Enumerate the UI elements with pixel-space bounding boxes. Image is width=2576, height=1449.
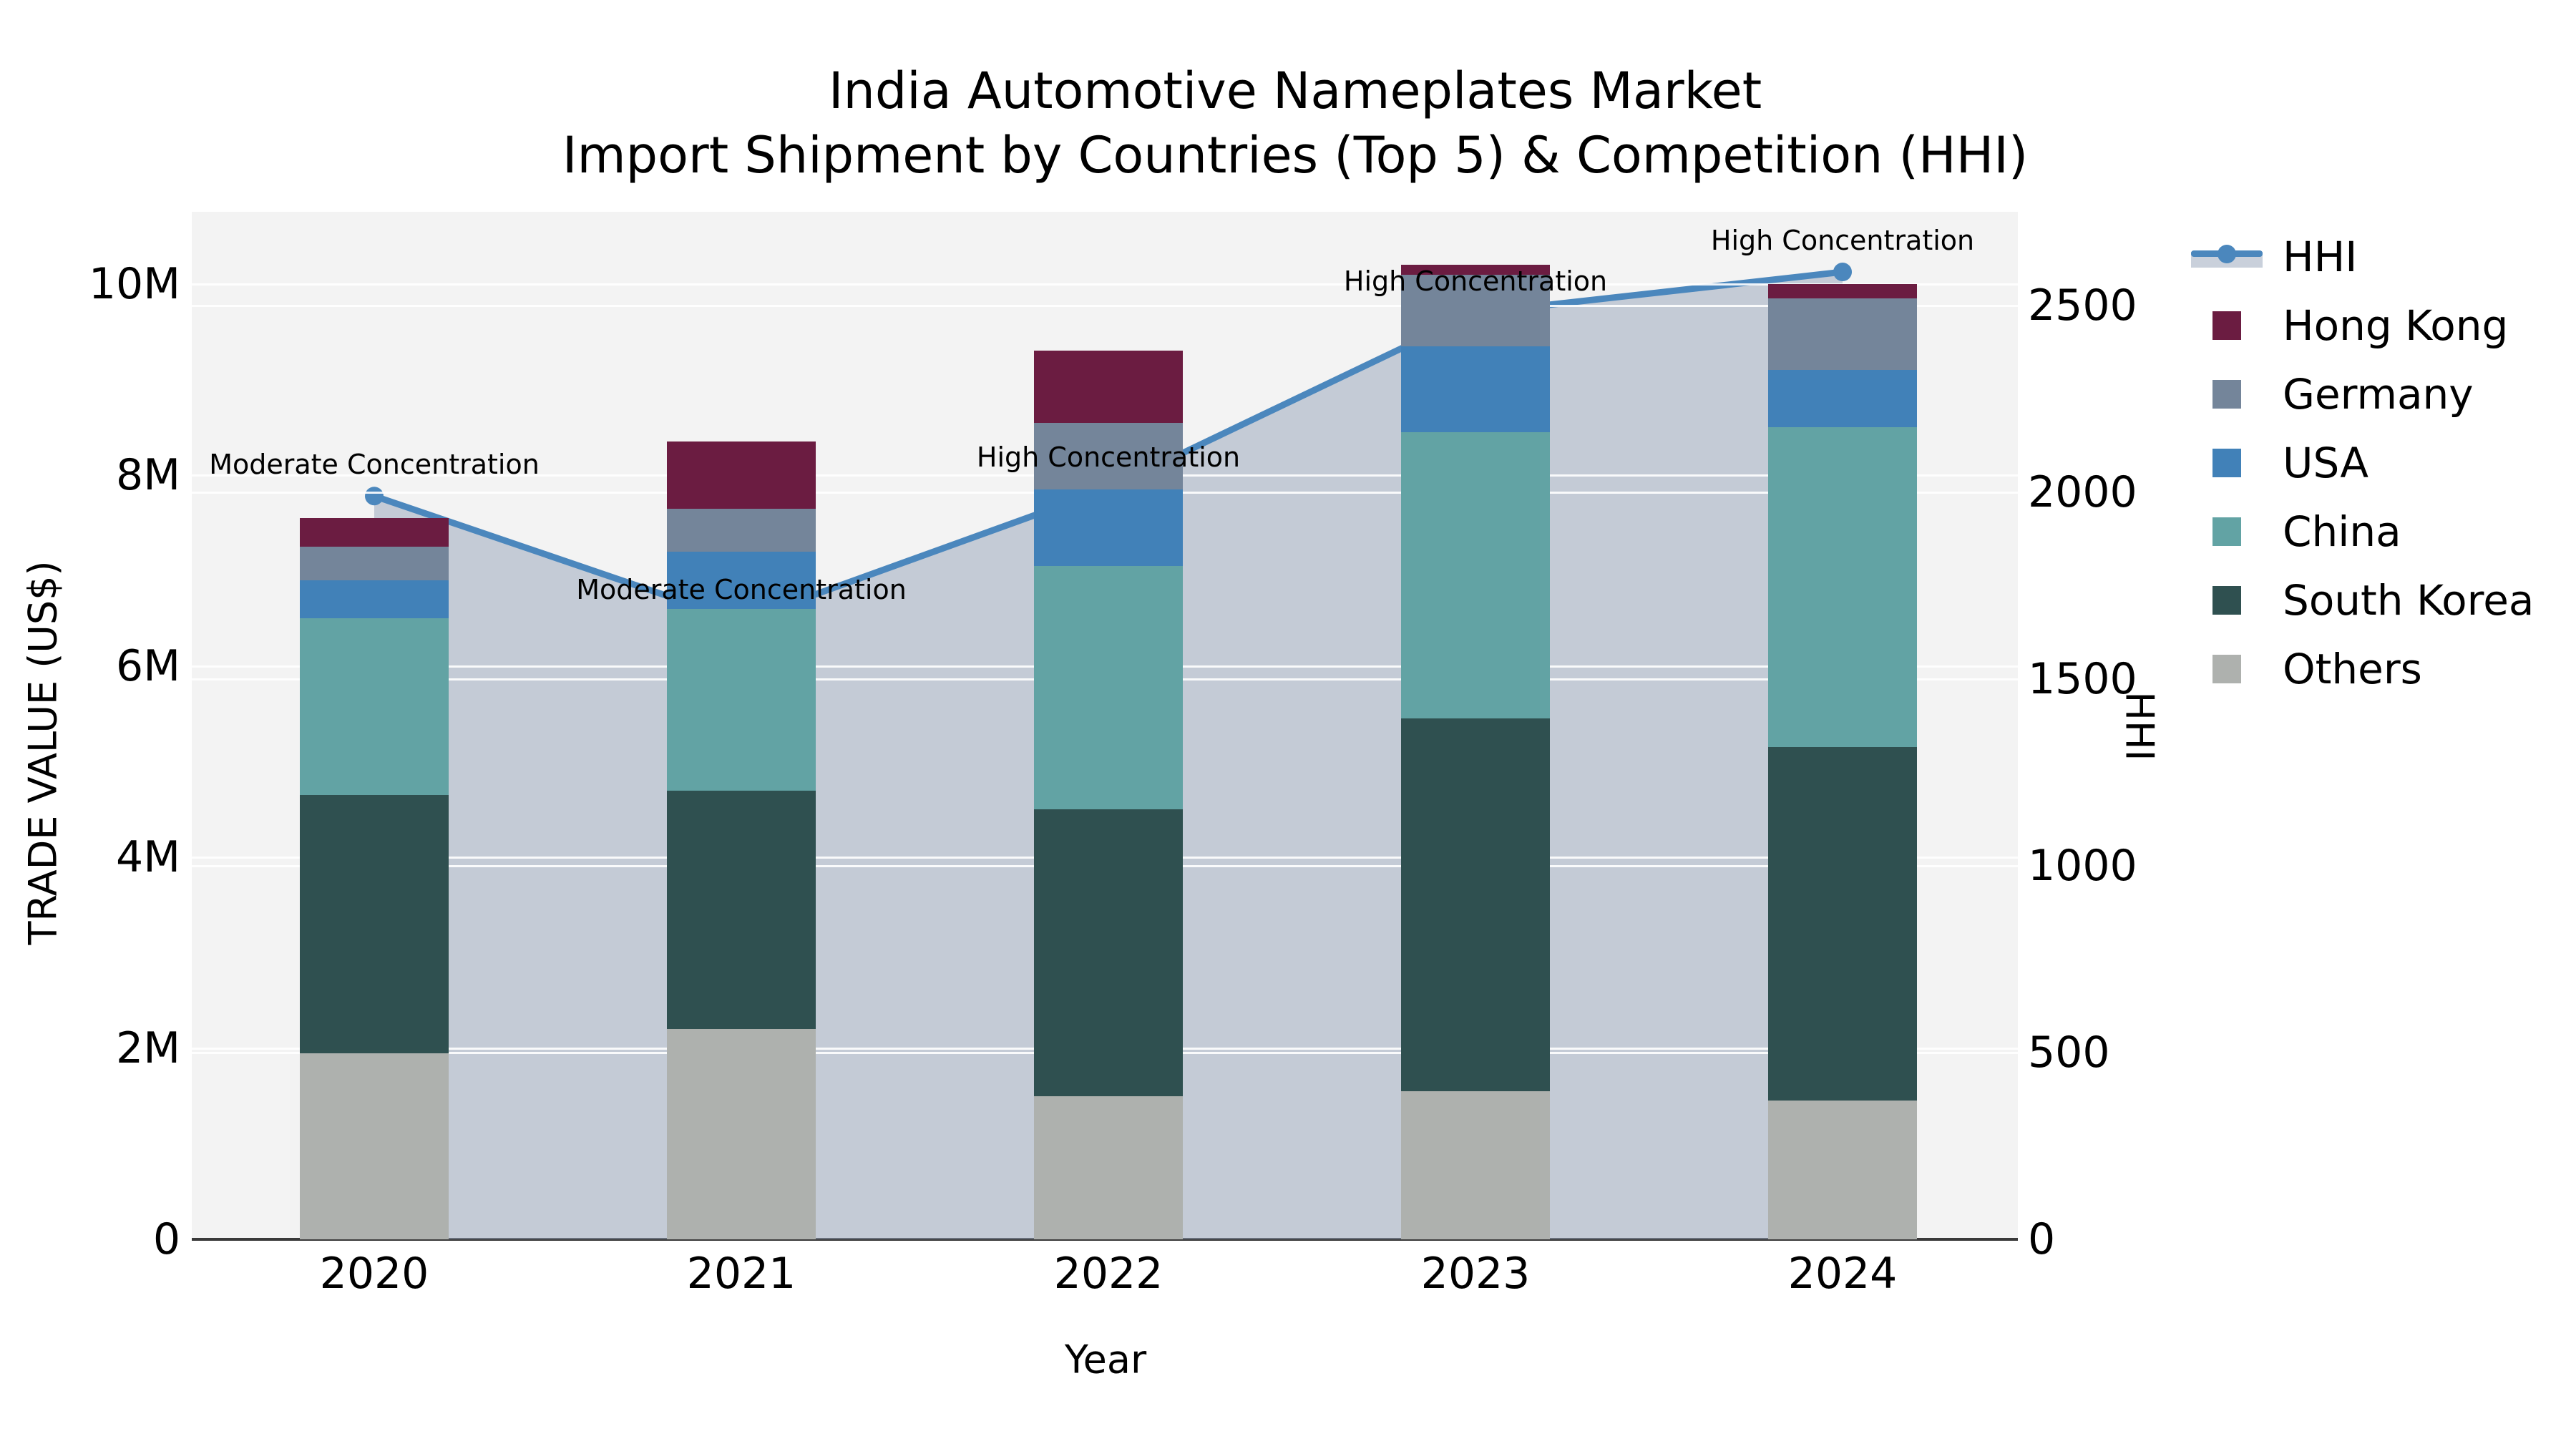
y-left-tick-8M: 8M — [116, 450, 180, 500]
bar-segment-others-2020 — [300, 1053, 449, 1239]
x-tick-2023: 2023 — [1420, 1249, 1531, 1299]
legend-label-hong-kong: Hong Kong — [2283, 301, 2509, 350]
y-left-tick-2M: 2M — [116, 1023, 180, 1073]
bar-segment-china-2022 — [1034, 565, 1183, 810]
bar-segment-hong-kong-2020 — [300, 518, 449, 547]
bar-segment-south-korea-2020 — [300, 795, 449, 1053]
y-right-tick-0: 0 — [2028, 1214, 2056, 1264]
bar-segment-usa-2022 — [1034, 489, 1183, 566]
legend-swatch-germany — [2191, 380, 2263, 409]
bar-segment-germany-2020 — [300, 547, 449, 580]
y-left-tick-4M: 4M — [116, 832, 180, 882]
legend-label-others: Others — [2283, 645, 2422, 693]
legend: HHI Hong Kong Germany USA China South Korea Ot… — [2191, 223, 2534, 703]
legend-swatch-south-korea — [2191, 586, 2263, 615]
x-axis-label: Year — [1064, 1337, 1147, 1382]
y-left-axis-label: TRADE VALUE (US$) — [20, 560, 66, 945]
y-right-tick-2000: 2000 — [2028, 467, 2137, 517]
legend-swatch-others — [2191, 655, 2263, 683]
y-right-tick-500: 500 — [2028, 1028, 2110, 1078]
y-left-tick-10M: 10M — [88, 259, 180, 309]
legend-swatch-hong-kong — [2191, 311, 2263, 340]
legend-item-south-korea: South Korea — [2191, 566, 2534, 635]
bar-segment-china-2021 — [667, 608, 816, 791]
legend-swatch-usa — [2191, 449, 2263, 477]
x-tick-2020: 2020 — [319, 1249, 429, 1299]
y-right-tick-1500: 1500 — [2028, 654, 2137, 704]
legend-label-china: China — [2283, 507, 2401, 556]
bar-segment-china-2024 — [1768, 427, 1917, 748]
x-tick-2022: 2022 — [1053, 1249, 1163, 1299]
bar-segment-hong-kong-2022 — [1034, 351, 1183, 423]
x-axis-line — [192, 1238, 2018, 1241]
annotation-2020: Moderate Concentration — [209, 449, 540, 481]
bar-segment-hong-kong-2024 — [1768, 284, 1917, 299]
bar-segment-hong-kong-2021 — [667, 441, 816, 509]
chart-title-line2: Import Shipment by Countries (Top 5) & C… — [562, 126, 2029, 185]
bar-segment-others-2022 — [1034, 1096, 1183, 1239]
gridline-right-2500 — [192, 305, 2018, 307]
annotation-2022: High Concentration — [976, 441, 1241, 473]
y-right-tick-2500: 2500 — [2028, 280, 2137, 331]
legend-label-hhi: HHI — [2283, 233, 2358, 281]
legend-label-germany: Germany — [2283, 370, 2474, 419]
bar-segment-germany-2021 — [667, 508, 816, 552]
bar-segment-usa-2024 — [1768, 370, 1917, 428]
bar-segment-usa-2020 — [300, 580, 449, 619]
bar-segment-south-korea-2021 — [667, 790, 816, 1030]
y-right-axis-label: HHI — [2117, 691, 2162, 761]
legend-item-germany: Germany — [2191, 360, 2534, 429]
bar-segment-south-korea-2024 — [1768, 747, 1917, 1101]
legend-item-others: Others — [2191, 635, 2534, 703]
x-tick-2024: 2024 — [1787, 1249, 1898, 1299]
bar-segment-china-2020 — [300, 618, 449, 796]
bar-segment-china-2023 — [1401, 431, 1550, 719]
chart-title-line1: India Automotive Nameplates Market — [828, 62, 1762, 120]
y-right-tick-1000: 1000 — [2028, 841, 2137, 891]
legend-label-usa: USA — [2283, 439, 2369, 487]
legend-item-hong-kong: Hong Kong — [2191, 291, 2534, 360]
bar-segment-others-2021 — [667, 1029, 816, 1239]
legend-label-south-korea: South Korea — [2283, 576, 2534, 625]
bar-segment-germany-2024 — [1768, 298, 1917, 371]
y-left-tick-6M: 6M — [116, 641, 180, 691]
y-left-tick-0: 0 — [152, 1214, 180, 1264]
annotation-2021: Moderate Concentration — [576, 574, 907, 606]
annotation-2024: High Concentration — [1710, 225, 1975, 257]
legend-swatch-china — [2191, 517, 2263, 546]
legend-item-china: China — [2191, 497, 2534, 566]
annotation-2023: High Concentration — [1343, 265, 1608, 298]
bar-segment-south-korea-2022 — [1034, 809, 1183, 1096]
hhi-line-swatch — [2191, 245, 2263, 269]
bar-segment-others-2024 — [1768, 1101, 1917, 1239]
legend-item-usa: USA — [2191, 429, 2534, 497]
bar-segment-usa-2023 — [1401, 346, 1550, 432]
bar-segment-others-2023 — [1401, 1091, 1550, 1239]
bar-segment-south-korea-2023 — [1401, 718, 1550, 1092]
x-tick-2021: 2021 — [686, 1249, 796, 1299]
gridline-left-10M — [192, 283, 2018, 286]
legend-item-hhi: HHI — [2191, 223, 2534, 291]
